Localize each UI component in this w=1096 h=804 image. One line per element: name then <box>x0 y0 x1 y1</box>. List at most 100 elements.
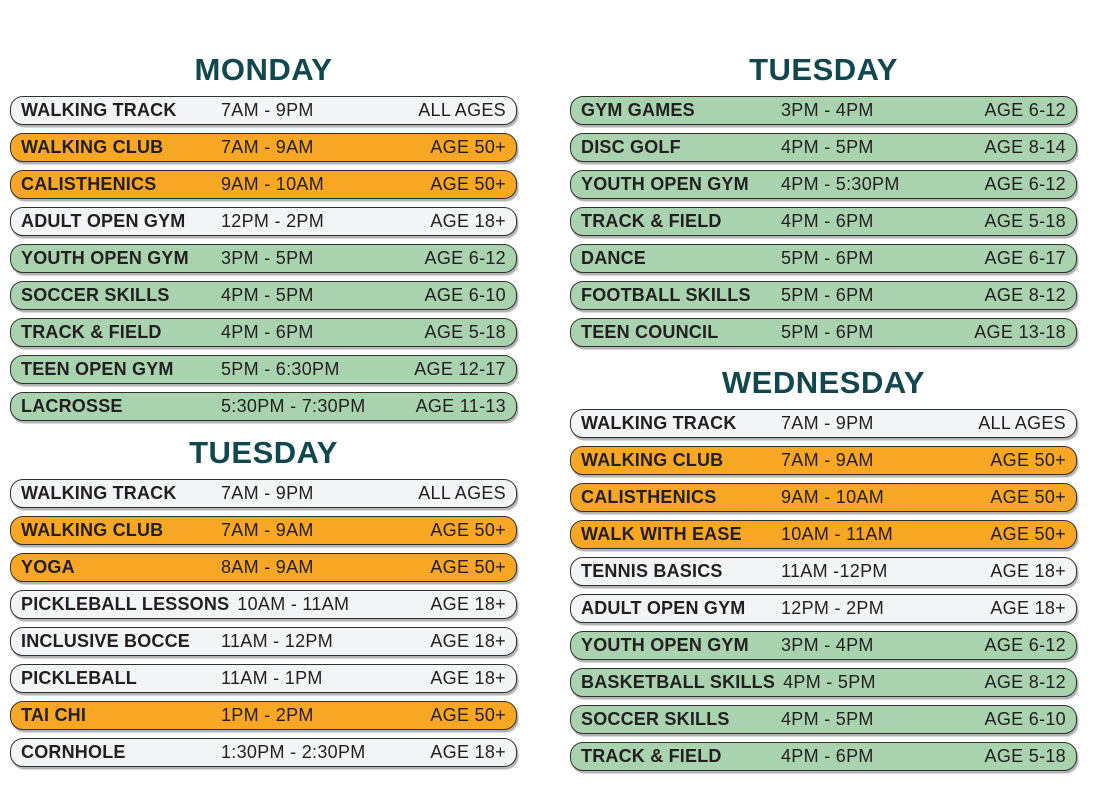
activity-name: TEEN OPEN GYM <box>21 359 174 379</box>
schedule-row: WALKING CLUB 7AM - 9AM AGE 50+ <box>570 446 1077 475</box>
schedule-row: TEEN COUNCIL 5PM - 6PM AGE 13-18 <box>570 318 1077 347</box>
activity-time: 10AM - 11AM <box>781 524 894 544</box>
activity-time: 5:30PM - 7:30PM <box>221 396 366 416</box>
activity-time: 4PM - 5PM <box>783 672 876 692</box>
day-title-monday: MONDAY <box>194 52 333 87</box>
activity-time: 4PM - 5PM <box>781 709 874 729</box>
schedule-row: WALKING TRACK 7AM - 9PM ALL AGES <box>10 479 517 508</box>
activity-age: AGE 5-18 <box>424 322 506 342</box>
activity-age: AGE 50+ <box>430 705 506 725</box>
activity-name: DANCE <box>581 248 647 268</box>
activity-time: 5PM - 6PM <box>781 322 874 342</box>
schedule-row: TAI CHI 1PM - 2PM AGE 50+ <box>10 701 517 730</box>
activity-name: WALKING CLUB <box>581 450 724 470</box>
schedule-row: GYM GAMES 3PM - 4PM AGE 6-12 <box>570 96 1077 125</box>
schedule-row: TENNIS BASICS 11AM -12PM AGE 18+ <box>570 557 1077 586</box>
activity-name: PICKLEBALL <box>21 668 137 688</box>
activity-age: AGE 6-10 <box>424 285 506 305</box>
activity-time: 1PM - 2PM <box>221 705 314 725</box>
schedule-row: BASKETBALL SKILLS 4PM - 5PM AGE 8-12 <box>570 668 1077 697</box>
rows: WALKING TRACK 7AM - 9PM ALL AGES WALKING… <box>10 479 517 767</box>
rows: GYM GAMES 3PM - 4PM AGE 6-12 DISC GOLF 4… <box>570 96 1077 347</box>
activity-age: AGE 18+ <box>990 561 1066 581</box>
activity-age: AGE 6-12 <box>984 100 1066 120</box>
activity-name: ADULT OPEN GYM <box>21 211 186 231</box>
day-section: MONDAY WALKING TRACK 7AM - 9PM ALL AGES … <box>10 52 517 421</box>
activity-name: TRACK & FIELD <box>21 322 162 342</box>
activity-age: AGE 6-12 <box>984 635 1066 655</box>
schedule-row: SOCCER SKILLS 4PM - 5PM AGE 6-10 <box>570 705 1077 734</box>
activity-age: AGE 6-10 <box>984 709 1066 729</box>
activity-name: PICKLEBALL LESSONS <box>21 594 230 614</box>
activity-name: TRACK & FIELD <box>581 746 722 766</box>
activity-time: 4PM - 6PM <box>221 322 314 342</box>
activity-age: ALL AGES <box>978 413 1066 433</box>
activity-time: 8AM - 9AM <box>221 557 314 577</box>
schedule-row: YOUTH OPEN GYM 3PM - 4PM AGE 6-12 <box>570 631 1077 660</box>
activity-age: AGE 18+ <box>430 211 506 231</box>
activity-name: GYM GAMES <box>581 100 695 120</box>
activity-age: AGE 12-17 <box>414 359 506 379</box>
activity-time: 4PM - 6PM <box>781 211 874 231</box>
activity-time: 7AM - 9PM <box>781 413 874 433</box>
activity-time: 4PM - 5PM <box>781 137 874 157</box>
activity-age: AGE 6-17 <box>984 248 1066 268</box>
schedule-row: FOOTBALL SKILLS 5PM - 6PM AGE 8-12 <box>570 281 1077 310</box>
activity-age: AGE 50+ <box>430 137 506 157</box>
activity-age: AGE 18+ <box>990 598 1066 618</box>
schedule-row: TRACK & FIELD 4PM - 6PM AGE 5-18 <box>10 318 517 347</box>
activity-time: 7AM - 9AM <box>221 520 314 540</box>
activity-name: CORNHOLE <box>21 742 126 762</box>
activity-age: AGE 50+ <box>430 557 506 577</box>
activity-age: AGE 5-18 <box>984 211 1066 231</box>
activity-age: AGE 18+ <box>430 594 506 614</box>
activity-name: YOUTH OPEN GYM <box>21 248 189 268</box>
activity-age: AGE 50+ <box>430 174 506 194</box>
day-section: TUESDAY GYM GAMES 3PM - 4PM AGE 6-12 DIS… <box>570 52 1077 347</box>
activity-name: ADULT OPEN GYM <box>581 598 746 618</box>
activity-age: AGE 8-14 <box>984 137 1066 157</box>
schedule-row: WALKING CLUB 7AM - 9AM AGE 50+ <box>10 516 517 545</box>
activity-time: 7AM - 9PM <box>221 100 314 120</box>
schedule-row: YOGA 8AM - 9AM AGE 50+ <box>10 553 517 582</box>
activity-name: WALK WITH EASE <box>581 524 742 544</box>
schedule-row: PICKLEBALL LESSONS 10AM - 11AM AGE 18+ <box>10 590 517 619</box>
activity-name: TAI CHI <box>21 705 87 725</box>
activity-age: AGE 18+ <box>430 631 506 651</box>
activity-name: LACROSSE <box>21 396 123 416</box>
activity-time: 5PM - 6PM <box>781 248 874 268</box>
day-title-wednesday: WEDNESDAY <box>721 365 926 400</box>
activity-age: AGE 6-12 <box>984 174 1066 194</box>
activity-time: 7AM - 9PM <box>221 483 314 503</box>
day-title-tuesday: TUESDAY <box>749 52 898 87</box>
schedule-row: TEEN OPEN GYM 5PM - 6:30PM AGE 12-17 <box>10 355 517 384</box>
activity-name: WALKING TRACK <box>581 413 737 433</box>
activity-name: TENNIS BASICS <box>581 561 723 581</box>
activity-name: YOUTH OPEN GYM <box>581 635 749 655</box>
schedule-row: DISC GOLF 4PM - 5PM AGE 8-14 <box>570 133 1077 162</box>
schedule-row: YOUTH OPEN GYM 3PM - 5PM AGE 6-12 <box>10 244 517 273</box>
activity-name: INCLUSIVE BOCCE <box>21 631 191 651</box>
activity-time: 9AM - 10AM <box>781 487 885 507</box>
schedule-row: CALISTHENICS 9AM - 10AM AGE 50+ <box>10 170 517 199</box>
day-section: TUESDAY WALKING TRACK 7AM - 9PM ALL AGES… <box>10 435 517 767</box>
schedule-row: CORNHOLE 1:30PM - 2:30PM AGE 18+ <box>10 738 517 767</box>
activity-name: TEEN COUNCIL <box>581 322 719 342</box>
activity-age: ALL AGES <box>418 100 506 120</box>
schedule-row: WALK WITH EASE 10AM - 11AM AGE 50+ <box>570 520 1077 549</box>
schedule-row: CALISTHENICS 9AM - 10AM AGE 50+ <box>570 483 1077 512</box>
activity-time: 4PM - 6PM <box>781 746 874 766</box>
activity-age: AGE 50+ <box>990 450 1066 470</box>
activity-age: AGE 18+ <box>430 668 506 688</box>
activity-age: AGE 50+ <box>990 487 1066 507</box>
column-right: TUESDAY GYM GAMES 3PM - 4PM AGE 6-12 DIS… <box>570 0 1077 771</box>
activity-name: DISC GOLF <box>581 137 681 157</box>
activity-age: ALL AGES <box>418 483 506 503</box>
activity-name: BASKETBALL SKILLS <box>581 672 776 692</box>
schedule-row: DANCE 5PM - 6PM AGE 6-17 <box>570 244 1077 273</box>
rows: WALKING TRACK 7AM - 9PM ALL AGES WALKING… <box>570 409 1077 771</box>
activity-time: 11AM - 1PM <box>221 668 323 688</box>
activity-time: 4PM - 5:30PM <box>781 174 900 194</box>
activity-time: 4PM - 5PM <box>221 285 314 305</box>
